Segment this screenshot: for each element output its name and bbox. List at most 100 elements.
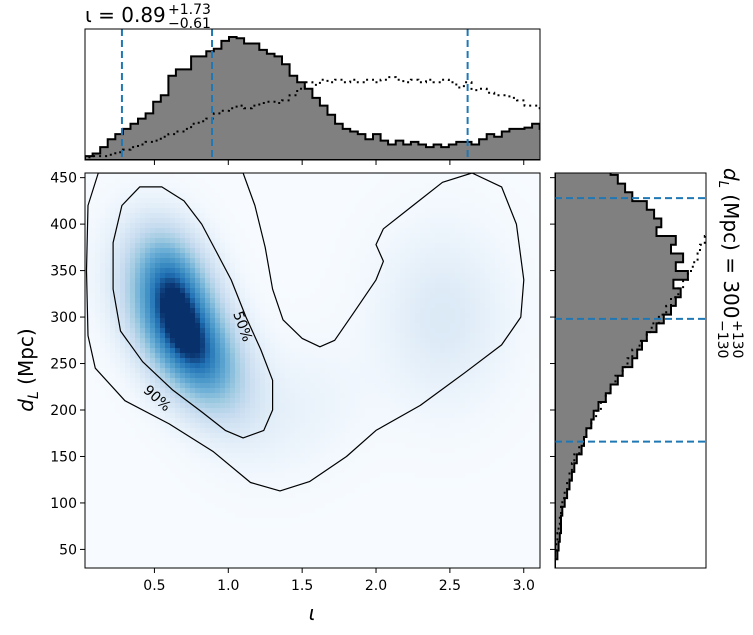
heatmap-cell [305,518,311,524]
heatmap-cell [130,368,136,374]
heatmap-cell [290,518,296,524]
heatmap-cell [180,263,186,269]
heatmap-cell [330,468,336,474]
heatmap-cell [375,433,381,439]
heatmap-cell [365,503,371,509]
heatmap-cell [310,318,316,324]
heatmap-cell [250,473,256,479]
heatmap-cell [355,208,361,214]
heatmap-cell [390,253,396,259]
heatmap-cell [190,183,196,189]
heatmap-cell [145,498,151,504]
heatmap-cell [245,403,251,409]
heatmap-cell [245,378,251,384]
heatmap-cell [345,418,351,424]
heatmap-cell [245,203,251,209]
heatmap-cell [260,523,266,529]
heatmap-cell [180,308,186,314]
heatmap-cell [170,303,176,309]
heatmap-cell [390,453,396,459]
heatmap-cell [365,218,371,224]
heatmap-cell [325,258,331,264]
heatmap-cell [345,448,351,454]
heatmap-cell [195,193,201,199]
heatmap-cell [255,313,261,319]
heatmap-cell [350,528,356,534]
heatmap-cell [280,348,286,354]
heatmap-cell [140,468,146,474]
heatmap-cell [145,378,151,384]
heatmap-cell [130,388,136,394]
heatmap-cell [110,358,116,364]
heatmap-cell [130,273,136,279]
heatmap-cell [125,553,131,559]
heatmap-cell [340,223,346,229]
heatmap-cell [245,488,251,494]
heatmap-cell [395,478,401,484]
heatmap-cell [320,288,326,294]
heatmap-cell [210,333,216,339]
heatmap-cell [395,528,401,534]
heatmap-cell [400,258,406,264]
heatmap-cell [155,308,161,314]
heatmap-cell [270,483,276,489]
heatmap-cell [300,428,306,434]
heatmap-cell [165,478,171,484]
heatmap-cell [140,463,146,469]
heatmap-cell [115,413,121,419]
heatmap-cell [220,253,226,259]
heatmap-cell [190,358,196,364]
heatmap-cell [345,323,351,329]
heatmap-cell [340,263,346,269]
heatmap-cell [135,293,141,299]
heatmap-cell [110,548,116,554]
heatmap-cell [330,443,336,449]
heatmap-cell [360,333,366,339]
heatmap-cell [175,348,181,354]
heatmap-cell [155,498,161,504]
heatmap-cell [380,393,386,399]
heatmap-cell [155,323,161,329]
heatmap-cell [195,363,201,369]
heatmap-cell [295,368,301,374]
heatmap-cell [225,283,231,289]
heatmap-cell [240,428,246,434]
heatmap-cell [280,388,286,394]
heatmap-cell [350,498,356,504]
heatmap-cell [125,543,131,549]
heatmap-cell [330,313,336,319]
heatmap-cell [395,418,401,424]
heatmap-cell [325,208,331,214]
heatmap-cell [270,463,276,469]
heatmap-cell [395,518,401,524]
heatmap-cell [220,488,226,494]
heatmap-cell [105,238,111,244]
heatmap-cell [270,538,276,544]
heatmap-cell [260,293,266,299]
heatmap-cell [160,438,166,444]
heatmap-cell [395,443,401,449]
heatmap-cell [140,408,146,414]
heatmap-cell [225,538,231,544]
heatmap-cell [390,413,396,419]
heatmap-cell [370,308,376,314]
heatmap-cell [340,488,346,494]
heatmap-cell [210,493,216,499]
heatmap-cell [190,538,196,544]
heatmap-cell [125,383,131,389]
heatmap-cell [195,223,201,229]
heatmap-cell [375,533,381,539]
heatmap-cell [195,483,201,489]
heatmap-cell [150,458,156,464]
heatmap-cell [365,253,371,259]
heatmap-cell [165,563,171,568]
heatmap-cell [140,258,146,264]
heatmap-cell [170,308,176,314]
heatmap-cell [110,333,116,339]
heatmap-cell [235,248,241,254]
heatmap-cell [395,448,401,454]
heatmap-cell [310,543,316,549]
heatmap-cell [260,173,266,179]
heatmap-cell [145,223,151,229]
heatmap-cell [260,433,266,439]
